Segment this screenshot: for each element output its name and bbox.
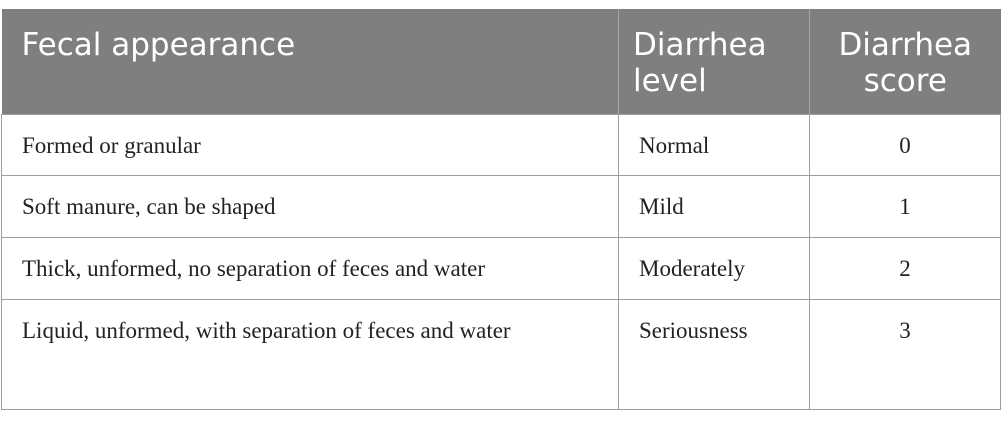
header-fecal-appearance-label: Fecal appearance: [21, 27, 296, 63]
table-body: Formed or granular Normal 0 Soft manure,…: [1, 114, 1001, 410]
header-diarrhea-score-line2: score: [863, 63, 947, 99]
header-diarrhea-score-line1: Diarrhea: [838, 27, 973, 63]
cell-diarrhea-level: Moderately: [618, 237, 810, 300]
cell-diarrhea-score: 3: [809, 299, 1001, 410]
cell-diarrhea-level: Mild: [618, 175, 810, 238]
header-diarrhea-score: Diarrhea score: [809, 9, 1001, 115]
header-row: Fecal appearance Diarrhea level Diarrhea…: [1, 9, 1001, 115]
cell-diarrhea-score: 0: [809, 114, 1001, 176]
cell-diarrhea-score: 2: [809, 237, 1001, 300]
table-row: Formed or granular Normal 0: [1, 114, 1001, 176]
header-diarrhea-level-line2: level: [633, 63, 707, 99]
diarrhea-score-table: Fecal appearance Diarrhea level Diarrhea…: [1, 9, 1001, 410]
cell-fecal-appearance: Thick, unformed, no separation of feces …: [1, 237, 619, 300]
cell-fecal-appearance: Liquid, unformed, with separation of fec…: [1, 299, 619, 410]
table-row: Soft manure, can be shaped Mild 1: [1, 175, 1001, 238]
cell-diarrhea-level: Seriousness: [618, 299, 810, 410]
table-row: Liquid, unformed, with separation of fec…: [1, 299, 1001, 410]
header-diarrhea-level-line1: Diarrhea: [633, 27, 767, 63]
cell-diarrhea-level: Normal: [618, 114, 810, 176]
header-diarrhea-level: Diarrhea level: [618, 9, 810, 115]
header-fecal-appearance: Fecal appearance: [1, 9, 619, 115]
table-header: Fecal appearance Diarrhea level Diarrhea…: [1, 9, 1001, 115]
table-row: Thick, unformed, no separation of feces …: [1, 237, 1001, 300]
cell-fecal-appearance: Soft manure, can be shaped: [1, 175, 619, 238]
cell-fecal-appearance: Formed or granular: [1, 114, 619, 176]
cell-diarrhea-score: 1: [809, 175, 1001, 238]
